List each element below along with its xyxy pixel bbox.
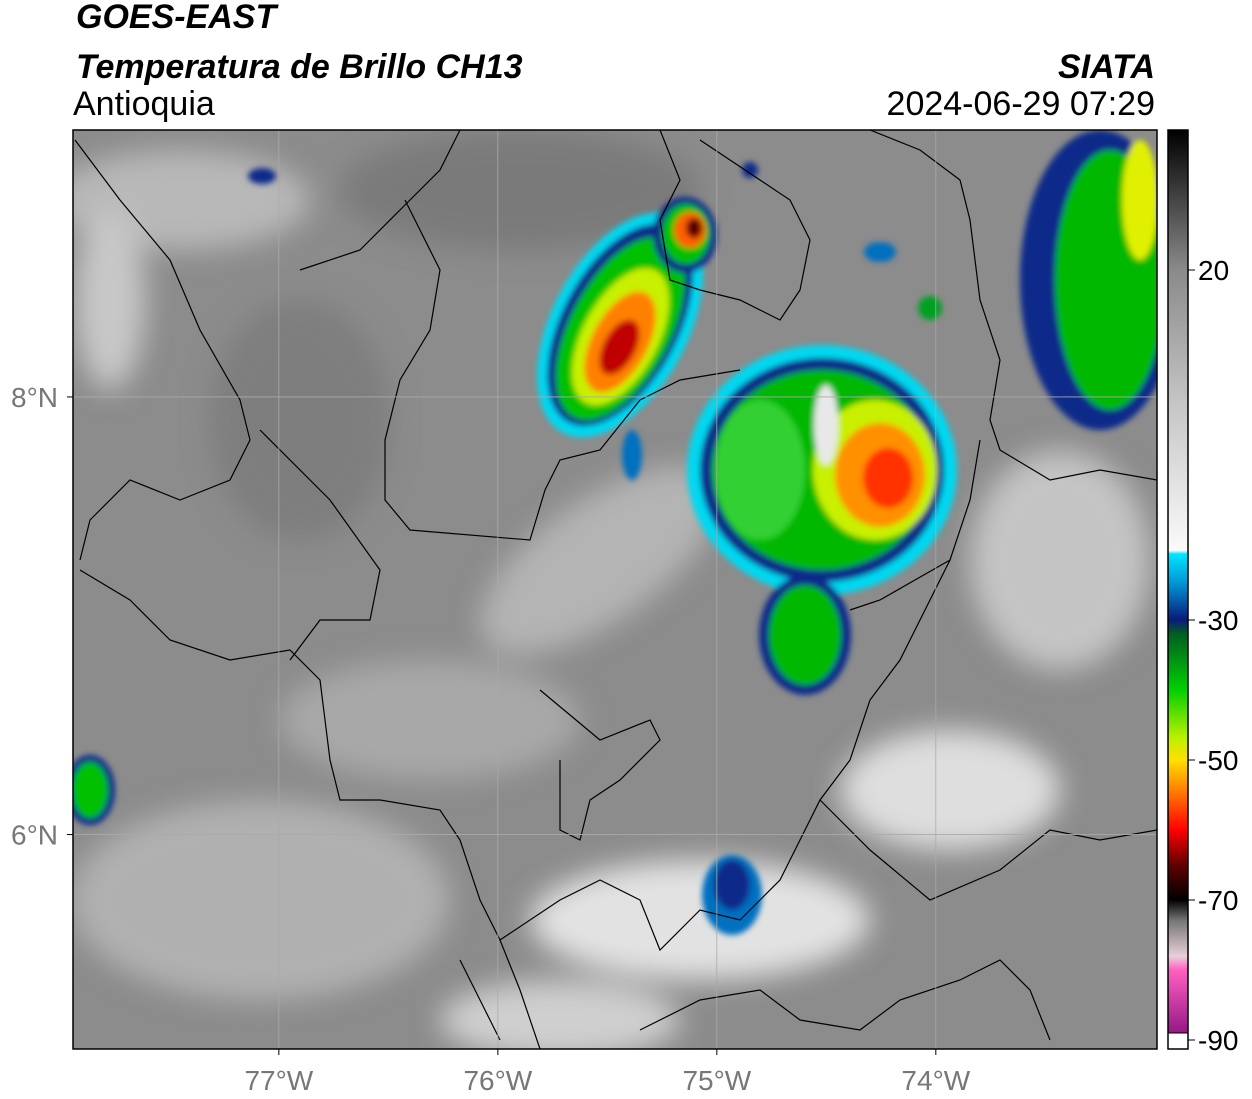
graticule <box>73 130 1157 1049</box>
colorbar-under <box>1167 1032 1189 1050</box>
colorbar-tick-label: -70 <box>1198 885 1238 916</box>
colorbar <box>1168 130 1188 1040</box>
x-tick-label: 75°W <box>682 1065 751 1096</box>
map-imagery <box>73 130 1157 1049</box>
subtitle: Temperatura de Brillo CH13 <box>76 48 523 86</box>
region: Antioquia <box>73 85 215 123</box>
colorbar-tick-label: -30 <box>1198 605 1238 636</box>
clouds <box>73 130 1150 1049</box>
x-tick-label: 77°W <box>244 1065 313 1096</box>
colorbar-tick-label: -90 <box>1198 1025 1238 1056</box>
x-tick-label: 76°W <box>463 1065 532 1096</box>
borders <box>74 130 1157 1049</box>
title: GOES-EAST <box>76 0 279 36</box>
storm-cells <box>73 130 1157 935</box>
colorbar-frame <box>1167 129 1189 1050</box>
x-tick-label: 74°W <box>901 1065 970 1096</box>
colorbar-tick-label: -50 <box>1198 745 1238 776</box>
map-frame <box>72 129 1158 1050</box>
source: SIATA <box>1058 48 1155 86</box>
timestamp: 2024-06-29 07:29 <box>887 85 1155 123</box>
y-tick-label: 8°N <box>11 382 58 413</box>
y-tick-label: 6°N <box>11 820 58 851</box>
colorbar-tick-label: 20 <box>1198 255 1229 286</box>
